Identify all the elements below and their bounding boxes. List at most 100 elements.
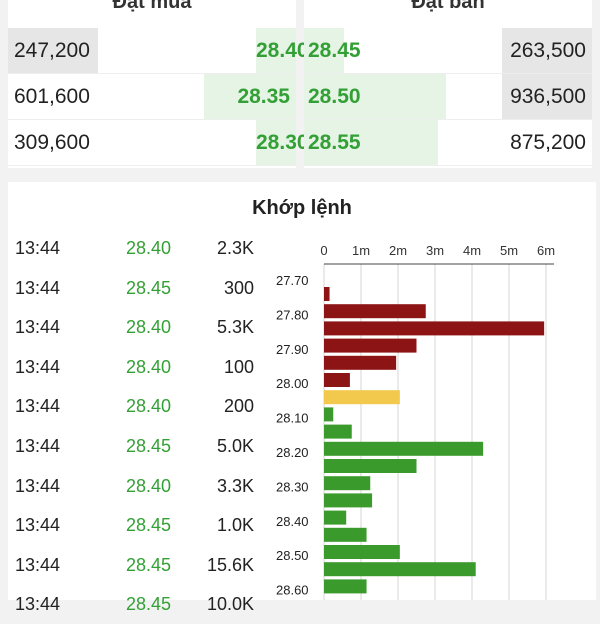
trade-row[interactable]: 13:44 28.45 10.0K — [8, 584, 270, 624]
price-volume-bar — [324, 355, 397, 370]
volume-by-price-chart: 0 1m 2m 3m 4m 5m 6m 27.70 27.80 27.90 28.00 28.10 28… — [276, 243, 555, 600]
trade-volume: 2.3K — [216, 238, 254, 258]
sell-price[interactable]: 28.50 — [304, 74, 446, 119]
sell-volume: 263,500 — [502, 28, 592, 73]
trade-price: 28.45 — [126, 278, 172, 298]
trade-row[interactable]: 13:44 28.40 100 — [8, 347, 270, 387]
trade-time: 13:44 — [15, 515, 61, 535]
price-volume-bar — [324, 527, 367, 542]
trade-time: 13:44 — [15, 436, 61, 456]
price-volume-bar — [324, 562, 476, 577]
price-volume-bar — [324, 321, 545, 336]
price-volume-bar — [324, 287, 330, 301]
y-tick-label: 28.20 — [276, 445, 309, 460]
trade-row[interactable]: 13:44 28.45 1.0K — [8, 505, 270, 545]
price-volume-bar — [324, 459, 417, 473]
trade-volume: 100 — [223, 357, 254, 377]
y-tick-label: 27.70 — [276, 273, 309, 288]
price-volume-bar — [324, 338, 417, 353]
sell-price[interactable]: 28.55 — [304, 120, 438, 165]
trade-price: 28.45 — [126, 555, 172, 575]
y-tick-label: 28.50 — [276, 548, 309, 563]
sell-volume: 875,200 — [510, 131, 586, 154]
trade-row[interactable]: 13:44 28.40 2.3K — [8, 228, 270, 268]
y-tick-label: 28.40 — [276, 514, 309, 529]
buy-price[interactable]: 28.40 — [256, 28, 309, 73]
sell-row[interactable]: 28.55 875,200 — [304, 120, 592, 166]
price-volume-bar — [324, 545, 400, 559]
matched-orders-title: Khớp lệnh — [8, 182, 596, 228]
buy-price[interactable]: 28.35 — [204, 74, 296, 119]
buy-row[interactable]: 247,200 28.40 — [8, 28, 309, 74]
trade-price: 28.40 — [126, 396, 172, 416]
price-volume-bar — [324, 493, 373, 508]
buy-volume: 247,200 — [8, 28, 98, 73]
trade-row[interactable]: 13:44 28.40 3.3K — [8, 466, 270, 506]
sell-price[interactable]: 28.45 — [304, 28, 361, 73]
sell-row[interactable]: 28.50 936,500 — [304, 74, 592, 120]
buy-volume: 309,600 — [14, 131, 90, 154]
x-tick-label: 2m — [389, 243, 407, 258]
x-tick-label: 3m — [426, 243, 444, 258]
y-tick-label: 28.10 — [276, 411, 309, 426]
buy-row[interactable]: 309,600 28.30 — [8, 120, 309, 166]
trade-volume: 5.3K — [216, 317, 254, 337]
trade-row[interactable]: 13:44 28.40 5.3K — [8, 307, 270, 347]
trade-row[interactable]: 13:44 28.45 5.0K — [8, 426, 270, 466]
x-tick-label: 1m — [352, 243, 370, 258]
trade-time: 13:44 — [15, 594, 61, 614]
trade-price: 28.45 — [126, 594, 172, 614]
trade-volume: 15.6K — [206, 555, 254, 575]
price-volume-bar — [324, 424, 352, 439]
buy-panel: Đặt mua 247,200 28.40 601,600 28.35 309,… — [8, 0, 309, 168]
trade-volume: 200 — [223, 396, 254, 416]
trade-row[interactable]: 13:44 28.45 300 — [8, 268, 270, 308]
trade-time: 13:44 — [15, 555, 61, 575]
matched-orders-panel — [8, 228, 596, 600]
trade-time: 13:44 — [15, 357, 61, 377]
trade-time: 13:44 — [15, 317, 61, 337]
price-volume-bar — [324, 373, 350, 387]
y-tick-label: 28.30 — [276, 479, 309, 494]
sell-volume: 936,500 — [502, 74, 592, 119]
y-tick-label: 28.00 — [276, 376, 309, 391]
price-volume-bar — [324, 579, 367, 594]
buy-volume: 601,600 — [14, 85, 90, 108]
sell-panel: Đặt bán 28.45 263,500 28.50 936,500 28.5… — [304, 0, 592, 168]
price-volume-bar — [324, 390, 400, 405]
trade-price: 28.40 — [126, 317, 172, 337]
trade-time: 13:44 — [15, 476, 61, 496]
x-tick-label: 6m — [537, 243, 555, 258]
price-volume-bar — [324, 441, 484, 456]
price-volume-bar — [324, 476, 371, 491]
trade-row[interactable]: 13:44 28.40 200 — [8, 386, 270, 426]
trade-volume: 300 — [223, 278, 254, 298]
sell-header: Đặt bán — [411, 0, 485, 13]
price-volume-bar — [324, 304, 426, 319]
trade-volume: 3.3K — [216, 476, 254, 496]
trade-price: 28.45 — [126, 436, 172, 456]
buy-price[interactable]: 28.30 — [256, 120, 309, 165]
y-tick-label: 27.80 — [276, 307, 309, 322]
price-volume-bar — [324, 407, 334, 422]
trade-price: 28.40 — [126, 357, 172, 377]
x-tick-label: 5m — [500, 243, 518, 258]
y-tick-label: 27.90 — [276, 342, 309, 357]
y-tick-label: 28.60 — [276, 583, 309, 598]
trade-volume: 5.0K — [216, 436, 254, 456]
x-tick-label: 4m — [463, 243, 481, 258]
trade-time: 13:44 — [15, 278, 61, 298]
trade-volume: 10.0K — [206, 594, 254, 614]
trade-price: 28.40 — [126, 476, 172, 496]
trade-price: 28.40 — [126, 238, 172, 258]
price-volume-bar — [324, 510, 347, 525]
trade-price: 28.45 — [126, 515, 172, 535]
trade-time: 13:44 — [15, 396, 61, 416]
x-tick-label: 0 — [320, 243, 327, 258]
sell-row[interactable]: 28.45 263,500 — [304, 28, 592, 74]
buy-row[interactable]: 601,600 28.35 — [8, 74, 296, 120]
trade-time: 13:44 — [15, 238, 61, 258]
buy-header: Đặt mua — [112, 0, 192, 13]
trade-row[interactable]: 13:44 28.45 15.6K — [8, 545, 270, 585]
trade-volume: 1.0K — [216, 515, 254, 535]
